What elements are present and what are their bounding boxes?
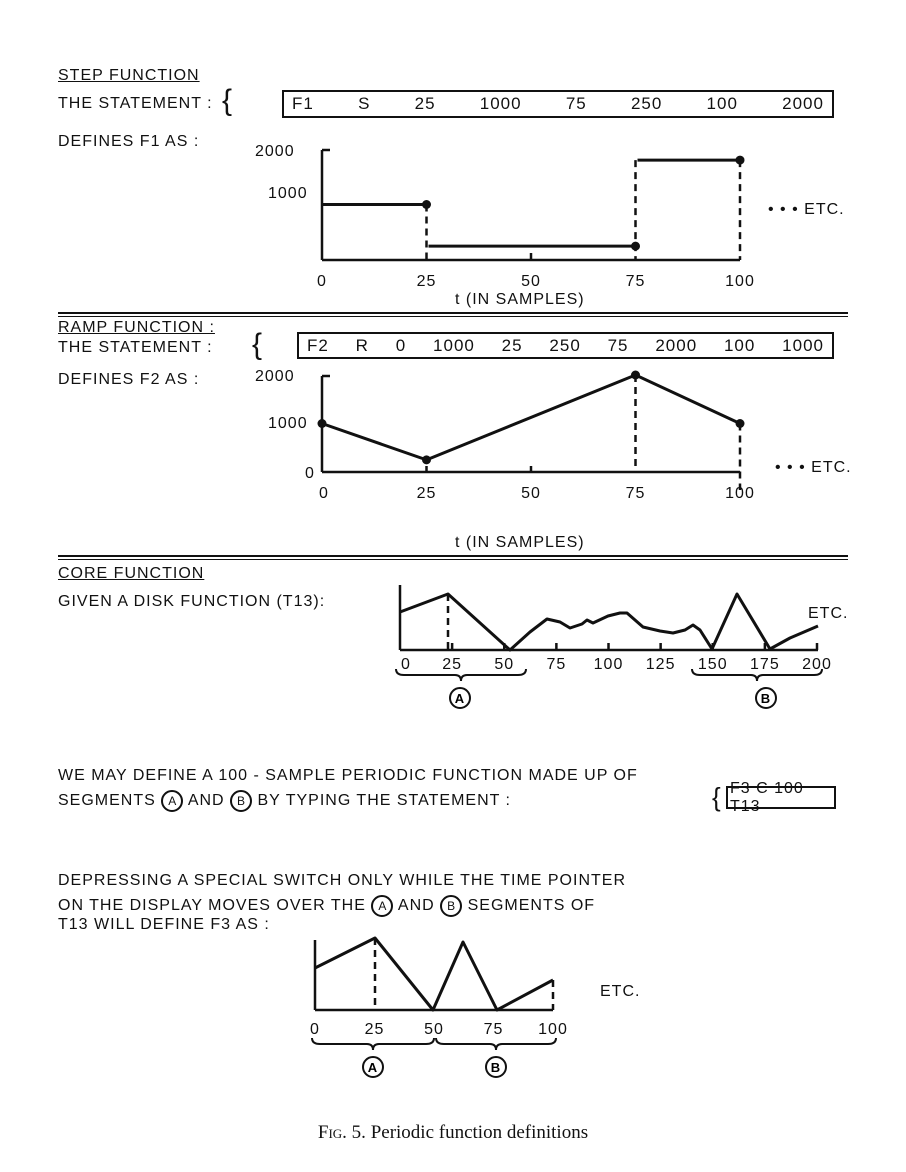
segment-b-brace [691,668,823,682]
x-tick: 100 [725,273,755,290]
x-tick: 25 [442,656,463,673]
segment-a-brace [311,1037,435,1051]
statement-token: 250 [549,335,581,355]
statement-token: 1000 [782,335,824,355]
etc-label: ETC. [808,605,849,622]
statement-token: 2000 [782,94,824,113]
x-tick: 75 [625,485,646,502]
segment-a-brace [395,668,527,682]
statement-token: 75 [565,94,587,113]
segment-label: B [761,691,771,706]
statement-token: 75 [607,335,629,355]
x-tick: 50 [494,656,515,673]
x-tick: 50 [424,1021,444,1038]
data-point [631,241,640,251]
statement-token: 2000 [655,335,698,355]
f3-curve [314,936,554,1012]
brace: { [252,328,263,361]
etc-label: • • • ETC. [768,201,845,218]
x-tick: 25 [416,273,437,290]
ramp-line [321,373,741,462]
segment-label: B [491,1060,501,1075]
data-point [735,155,745,165]
y-tick: 2000 [255,368,295,385]
statement-token: 25 [414,94,436,113]
statement-token: 250 [630,94,663,113]
segment-marker [449,687,471,709]
x-tick: 75 [483,1021,504,1038]
x-tick: 25 [364,1021,385,1038]
data-point [422,200,431,209]
brace: { [712,782,721,812]
core-given: GIVEN A DISK FUNCTION (T13): [58,593,326,610]
ramp-heading: RAMP FUNCTION : [58,319,215,336]
step-statement-box: F1 S 25 1000 75 250 100 2000 [282,90,834,118]
divider [58,555,848,560]
data-point [422,455,431,465]
segment-marker [362,1056,384,1078]
segment-b-brace [435,1037,557,1051]
statement-token: 1000 [479,94,522,113]
y-tick: 1000 [268,415,308,432]
x-tick: 150 [697,656,728,673]
segment-marker [485,1056,507,1078]
statement-token: 100 [706,94,738,113]
x-tick: 200 [802,656,832,673]
segment-marker [755,687,777,709]
x-tick: 75 [625,273,646,290]
x-tick: 0 [319,485,329,502]
x-tick: 100 [538,1021,568,1038]
etc-label: ETC. [600,983,641,1000]
ramp-statement-label: THE STATEMENT : [58,339,213,356]
step-defines: DEFINES F1 AS : [58,133,200,150]
x-tick: 175 [750,656,780,673]
x-tick: 100 [593,656,624,673]
x-tick: 75 [546,656,567,673]
x-tick: 25 [416,485,437,502]
y-tick: 1000 [268,185,308,202]
x-axis-label: t (IN SAMPLES) [455,534,585,551]
x-tick: 0 [317,273,327,290]
statement-token: 0 [395,335,407,355]
statement-token: R [355,335,369,355]
paragraph-line: SEGMENTS A AND B BY TYPING THE STATEMENT… [58,790,511,812]
statement-token: 1000 [433,335,475,355]
x-tick: 0 [401,656,411,673]
segment-label: A [368,1060,378,1075]
y-tick: 0 [305,465,315,482]
ramp-defines: DEFINES F2 AS : [58,371,200,388]
step-statement-label: THE STATEMENT : [58,95,213,112]
paragraph-line: T13 WILL DEFINE F3 AS : [58,916,270,933]
step-heading: STEP FUNCTION [58,67,200,84]
etc-label: • • • ETC. [775,459,852,476]
x-tick: 50 [521,485,541,502]
paragraph-line: WE MAY DEFINE A 100 - SAMPLE PERIODIC FU… [58,767,638,784]
figure-caption: Fig. 5. Periodic function definitions [317,1122,589,1143]
x-axis-label: t (IN SAMPLES) [455,291,585,308]
brace: { [222,84,233,117]
data-point [317,419,327,428]
y-tick: 2000 [255,143,295,160]
core-heading: CORE FUNCTION [58,565,205,582]
statement-token: F2 [307,335,329,355]
statement-token: 25 [501,335,523,355]
segment-label: A [455,691,465,706]
divider [58,312,848,317]
paragraph-line: ON THE DISPLAY MOVES OVER THE A AND B SE… [58,895,595,917]
x-tick: 100 [725,485,755,502]
ramp-statement-box: F2 R 0 1000 25 250 75 2000 100 1000 [297,332,834,359]
x-tick: 0 [310,1021,320,1038]
x-tick: 125 [645,656,676,673]
statement-token: 100 [723,335,756,355]
x-tick: 50 [521,273,541,290]
disk-function-curve [399,592,819,652]
statement-token: S [358,94,371,113]
statement-token: F1 [292,94,314,113]
paragraph-line: DEPRESSING A SPECIAL SWITCH ONLY WHILE T… [58,872,626,889]
